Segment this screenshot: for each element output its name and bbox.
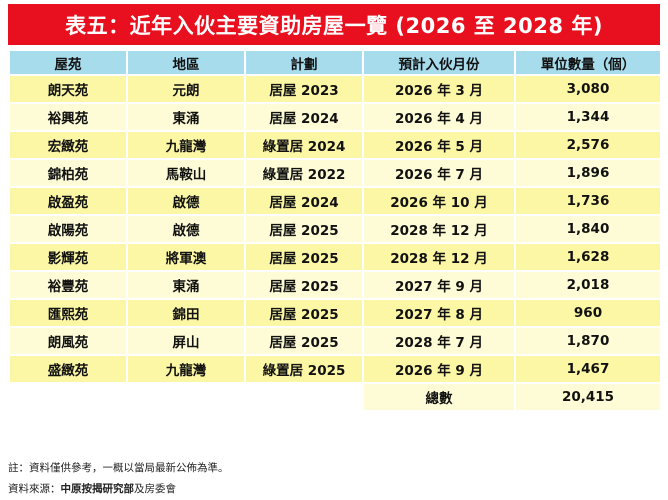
- header-estate: 屋苑: [10, 51, 126, 74]
- table-row: 裕豐苑 東涌 居屋 2025 2027 年 9 月 2,018: [10, 272, 660, 298]
- cell-scheme: 綠置居 2022: [246, 160, 362, 186]
- table-row: 盛緻苑 九龍灣 綠置居 2025 2026 年 9 月 1,467: [10, 356, 660, 382]
- cell-intake-month: 2028 年 12 月: [364, 244, 514, 270]
- footnotes: 註：資料僅供參考，一概以當局最新公佈為準。 資料來源：中原按揭研究部及房委會: [8, 458, 229, 500]
- cell-scheme: 綠置居 2025: [246, 356, 362, 382]
- cell-estate: 錦柏苑: [10, 160, 126, 186]
- header-scheme: 計劃: [246, 51, 362, 74]
- cell-district: 元朗: [128, 76, 244, 102]
- cell-intake-month: 2026 年 10 月: [364, 188, 514, 214]
- total-row: 總數 20,415: [10, 384, 660, 410]
- cell-district: 東涌: [128, 104, 244, 130]
- cell-units: 1,467: [516, 356, 660, 382]
- cell-scheme: 綠置居 2024: [246, 132, 362, 158]
- cell-district: 啟德: [128, 188, 244, 214]
- blank-cell: [128, 384, 244, 410]
- cell-district: 將軍澳: [128, 244, 244, 270]
- cell-scheme: 居屋 2025: [246, 244, 362, 270]
- source-note: 資料來源：中原按揭研究部及房委會: [8, 479, 229, 500]
- source-suffix: 及房委會: [134, 483, 176, 495]
- header-units: 單位數量（個）: [516, 51, 660, 74]
- cell-intake-month: 2026 年 7 月: [364, 160, 514, 186]
- cell-units: 1,344: [516, 104, 660, 130]
- cell-intake-month: 2026 年 3 月: [364, 76, 514, 102]
- cell-scheme: 居屋 2023: [246, 76, 362, 102]
- table-row: 啟盈苑 啟德 居屋 2024 2026 年 10 月 1,736: [10, 188, 660, 214]
- cell-estate: 盛緻苑: [10, 356, 126, 382]
- table-title: 表五：近年入伙主要資助房屋一覽 (2026 至 2028 年): [8, 4, 660, 45]
- source-org: 中原按揭研究部: [60, 483, 135, 495]
- cell-scheme: 居屋 2025: [246, 272, 362, 298]
- cell-estate: 宏緻苑: [10, 132, 126, 158]
- cell-intake-month: 2028 年 12 月: [364, 216, 514, 242]
- cell-scheme: 居屋 2025: [246, 328, 362, 354]
- table-row: 錦柏苑 馬鞍山 綠置居 2022 2026 年 7 月 1,896: [10, 160, 660, 186]
- cell-scheme: 居屋 2024: [246, 104, 362, 130]
- cell-scheme: 居屋 2024: [246, 188, 362, 214]
- cell-district: 屏山: [128, 328, 244, 354]
- cell-scheme: 居屋 2025: [246, 216, 362, 242]
- cell-estate: 影輝苑: [10, 244, 126, 270]
- cell-intake-month: 2028 年 7 月: [364, 328, 514, 354]
- cell-estate: 啟盈苑: [10, 188, 126, 214]
- cell-units: 960: [516, 300, 660, 326]
- blank-cell: [10, 384, 126, 410]
- cell-district: 九龍灣: [128, 132, 244, 158]
- cell-estate: 朗風苑: [10, 328, 126, 354]
- cell-district: 九龍灣: [128, 356, 244, 382]
- header-row: 屋苑 地區 計劃 預計入伙月份 單位數量（個）: [10, 51, 660, 74]
- header-district: 地區: [128, 51, 244, 74]
- cell-intake-month: 2026 年 4 月: [364, 104, 514, 130]
- cell-units: 1,840: [516, 216, 660, 242]
- cell-district: 錦田: [128, 300, 244, 326]
- cell-units: 2,018: [516, 272, 660, 298]
- table-row: 影輝苑 將軍澳 居屋 2025 2028 年 12 月 1,628: [10, 244, 660, 270]
- cell-units: 3,080: [516, 76, 660, 102]
- table-row: 匯熙苑 錦田 居屋 2025 2027 年 8 月 960: [10, 300, 660, 326]
- cell-district: 東涌: [128, 272, 244, 298]
- cell-units: 1,896: [516, 160, 660, 186]
- cell-units: 2,576: [516, 132, 660, 158]
- table-row: 裕興苑 東涌 居屋 2024 2026 年 4 月 1,344: [10, 104, 660, 130]
- total-label: 總數: [364, 384, 514, 410]
- table-row: 朗風苑 屏山 居屋 2025 2028 年 7 月 1,870: [10, 328, 660, 354]
- total-value: 20,415: [516, 384, 660, 410]
- housing-table: 屋苑 地區 計劃 預計入伙月份 單位數量（個） 朗天苑 元朗 居屋 2023 2…: [8, 49, 662, 412]
- cell-intake-month: 2026 年 5 月: [364, 132, 514, 158]
- cell-estate: 裕豐苑: [10, 272, 126, 298]
- cell-estate: 啟陽苑: [10, 216, 126, 242]
- source-prefix: 資料來源：: [8, 483, 61, 495]
- cell-intake-month: 2026 年 9 月: [364, 356, 514, 382]
- cell-district: 馬鞍山: [128, 160, 244, 186]
- table-row: 朗天苑 元朗 居屋 2023 2026 年 3 月 3,080: [10, 76, 660, 102]
- cell-units: 1,870: [516, 328, 660, 354]
- disclaimer-note: 註：資料僅供參考，一概以當局最新公佈為準。: [8, 462, 229, 474]
- cell-estate: 朗天苑: [10, 76, 126, 102]
- cell-district: 啟德: [128, 216, 244, 242]
- header-intake-month: 預計入伙月份: [364, 51, 514, 74]
- cell-estate: 匯熙苑: [10, 300, 126, 326]
- table-row: 啟陽苑 啟德 居屋 2025 2028 年 12 月 1,840: [10, 216, 660, 242]
- blank-cell: [246, 384, 362, 410]
- cell-units: 1,628: [516, 244, 660, 270]
- cell-units: 1,736: [516, 188, 660, 214]
- table-row: 宏緻苑 九龍灣 綠置居 2024 2026 年 5 月 2,576: [10, 132, 660, 158]
- cell-scheme: 居屋 2025: [246, 300, 362, 326]
- cell-intake-month: 2027 年 8 月: [364, 300, 514, 326]
- cell-estate: 裕興苑: [10, 104, 126, 130]
- cell-intake-month: 2027 年 9 月: [364, 272, 514, 298]
